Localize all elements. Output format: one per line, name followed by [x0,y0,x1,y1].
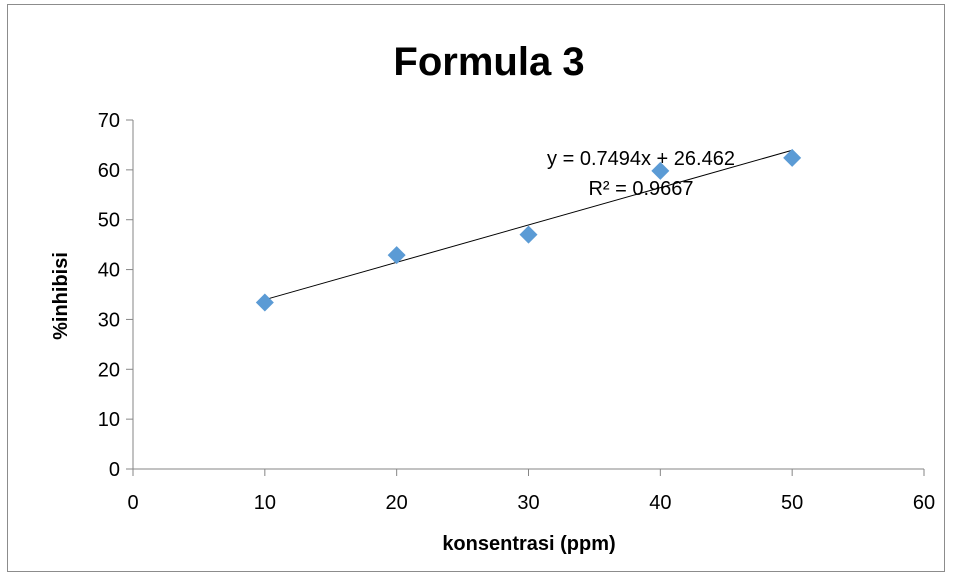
data-points [255,148,802,312]
x-tick-label: 10 [254,492,276,514]
trendline [264,149,793,301]
y-tick-label: 70 [98,110,120,132]
x-tick-label: 20 [386,492,408,514]
y-tick-label: 40 [98,260,120,282]
y-tick-label: 20 [98,359,120,381]
y-tick-label: 10 [98,409,120,431]
x-tick-labels: 0 10 20 30 40 50 60 [127,492,935,514]
y-axis-label: %inhibisi [50,252,72,340]
y-tick-label: 60 [98,160,120,182]
x-tick-label: 40 [649,492,671,514]
data-point [387,246,406,265]
y-tick-labels: 0 10 20 30 40 50 60 70 [98,110,120,481]
y-tick-label: 30 [98,309,120,331]
data-point [255,293,274,312]
y-tick-label: 0 [109,459,120,481]
data-point [783,148,802,167]
data-point [651,161,670,180]
data-point [519,225,538,244]
trendline-r-squared: R² = 0.9667 [588,178,693,200]
x-axis-label: konsentrasi (ppm) [442,533,615,555]
y-tick-label: 50 [98,210,120,232]
x-tick-label: 50 [781,492,803,514]
trendline-equation: y = 0.7494x + 26.462 [547,148,735,170]
x-tick-label: 60 [913,492,935,514]
chart-frame [7,4,945,572]
axes [126,119,925,476]
x-tick-label: 30 [517,492,539,514]
chart-title: Formula 3 [393,40,584,84]
x-tick-label: 0 [127,492,138,514]
trendline-group [264,149,793,301]
